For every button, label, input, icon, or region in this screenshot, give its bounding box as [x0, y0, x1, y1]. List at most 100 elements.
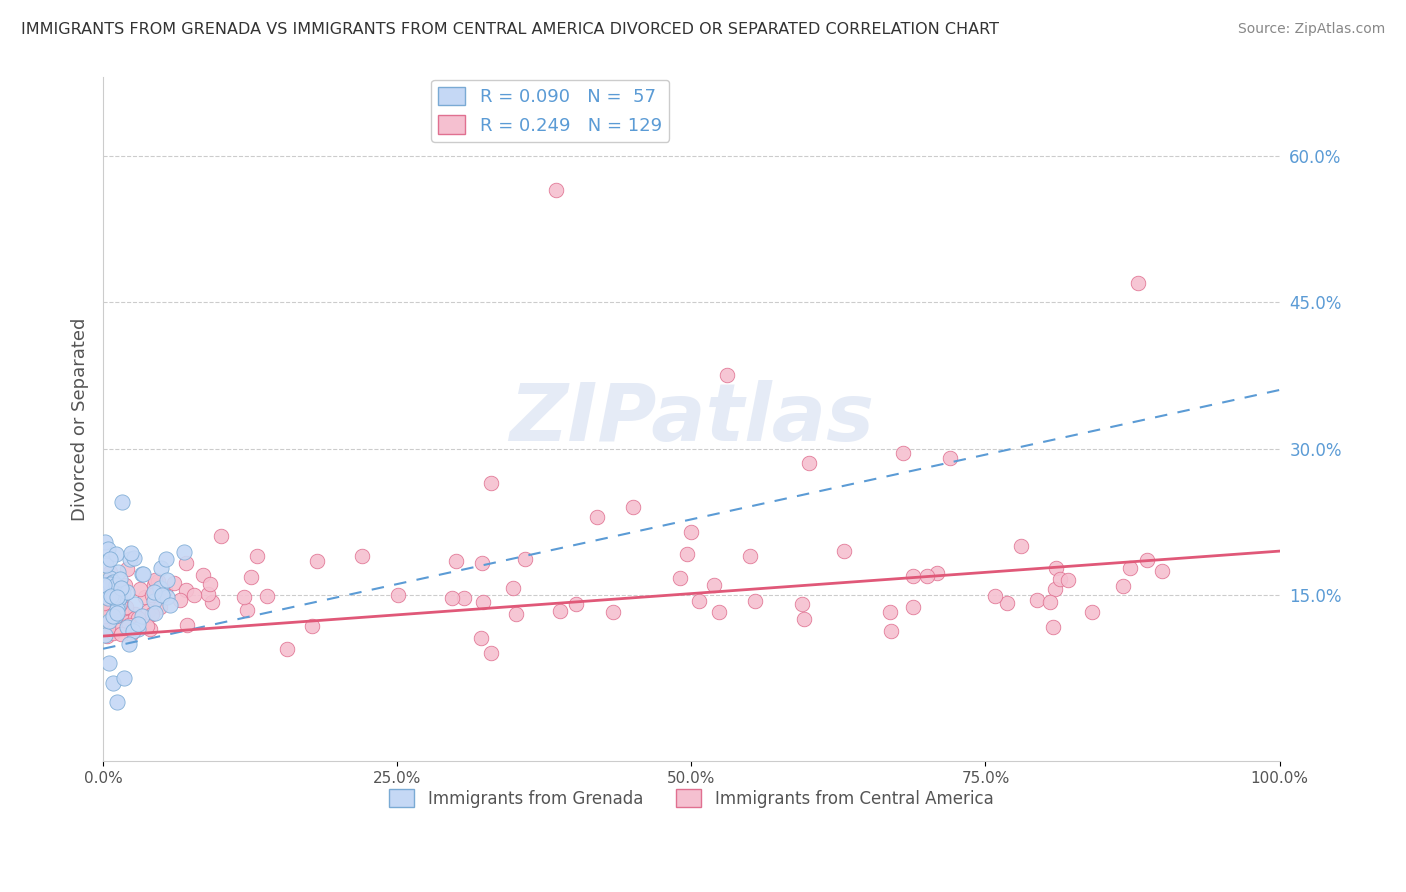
Point [163, 575, 186, 590]
Point [115, 620, 138, 634]
Point [141, 607, 163, 621]
Point [98, 657, 121, 671]
Point [98, 552, 121, 566]
Point [149, 581, 172, 595]
Point [544, 183, 567, 197]
Point [1081, 605, 1104, 619]
Point [131, 608, 153, 623]
Point [105, 696, 128, 710]
Point [132, 566, 155, 581]
Point [120, 627, 142, 641]
Point [105, 547, 128, 561]
Point [984, 590, 1007, 604]
Point [350, 549, 373, 563]
Y-axis label: Divorced or Separated: Divorced or Separated [72, 318, 89, 521]
Point [97, 616, 120, 631]
Point [124, 611, 146, 625]
Point [131, 567, 153, 582]
Point [1150, 564, 1173, 578]
Point [548, 604, 571, 618]
Point [790, 597, 813, 611]
Point [1119, 561, 1142, 575]
Point [440, 591, 463, 605]
Point [146, 574, 169, 588]
Point [901, 600, 924, 615]
Point [675, 547, 697, 561]
Point [96, 558, 118, 572]
Point [156, 590, 179, 604]
Point [453, 591, 475, 606]
Point [479, 475, 502, 490]
Point [793, 612, 815, 626]
Point [97, 591, 120, 606]
Point [93, 578, 115, 592]
Point [134, 590, 156, 604]
Point [98, 571, 121, 585]
Point [96, 586, 118, 600]
Point [114, 578, 136, 592]
Point [120, 551, 142, 566]
Point [91, 606, 114, 620]
Point [93, 584, 115, 599]
Point [127, 611, 149, 625]
Point [155, 551, 177, 566]
Point [174, 557, 197, 571]
Point [111, 495, 134, 509]
Point [94, 609, 117, 624]
Point [108, 591, 131, 606]
Point [110, 581, 132, 595]
Point [101, 676, 124, 690]
Point [101, 626, 124, 640]
Point [97, 542, 120, 557]
Point [307, 553, 329, 567]
Point [505, 607, 527, 622]
Point [105, 591, 128, 605]
Point [915, 568, 938, 582]
Point [153, 582, 176, 597]
Point [744, 594, 766, 608]
Point [93, 590, 115, 604]
Point [1010, 539, 1032, 553]
Point [502, 581, 524, 595]
Point [169, 592, 191, 607]
Point [150, 582, 173, 596]
Point [149, 561, 172, 575]
Point [104, 585, 127, 599]
Point [135, 619, 157, 633]
Point [124, 607, 146, 622]
Point [127, 617, 149, 632]
Point [101, 575, 124, 590]
Point [107, 565, 129, 579]
Point [995, 596, 1018, 610]
Point [100, 589, 122, 603]
Point [96, 629, 118, 643]
Point [108, 591, 131, 605]
Point [939, 451, 962, 466]
Point [927, 566, 949, 581]
Point [118, 637, 141, 651]
Point [97, 614, 120, 628]
Point [707, 606, 730, 620]
Point [100, 588, 122, 602]
Point [141, 588, 163, 602]
Point [104, 578, 127, 592]
Point [209, 529, 232, 543]
Point [139, 622, 162, 636]
Point [101, 590, 124, 604]
Point [1112, 579, 1135, 593]
Point [110, 622, 132, 636]
Point [515, 552, 537, 566]
Point [122, 551, 145, 566]
Point [832, 544, 855, 558]
Point [200, 577, 222, 591]
Point [1045, 561, 1067, 575]
Point [387, 588, 409, 602]
Point [142, 585, 165, 599]
Point [143, 593, 166, 607]
Text: ZIPatlas: ZIPatlas [509, 380, 875, 458]
Point [232, 591, 254, 605]
Point [301, 619, 323, 633]
Point [101, 608, 124, 623]
Point [97, 621, 120, 635]
Point [891, 446, 914, 460]
